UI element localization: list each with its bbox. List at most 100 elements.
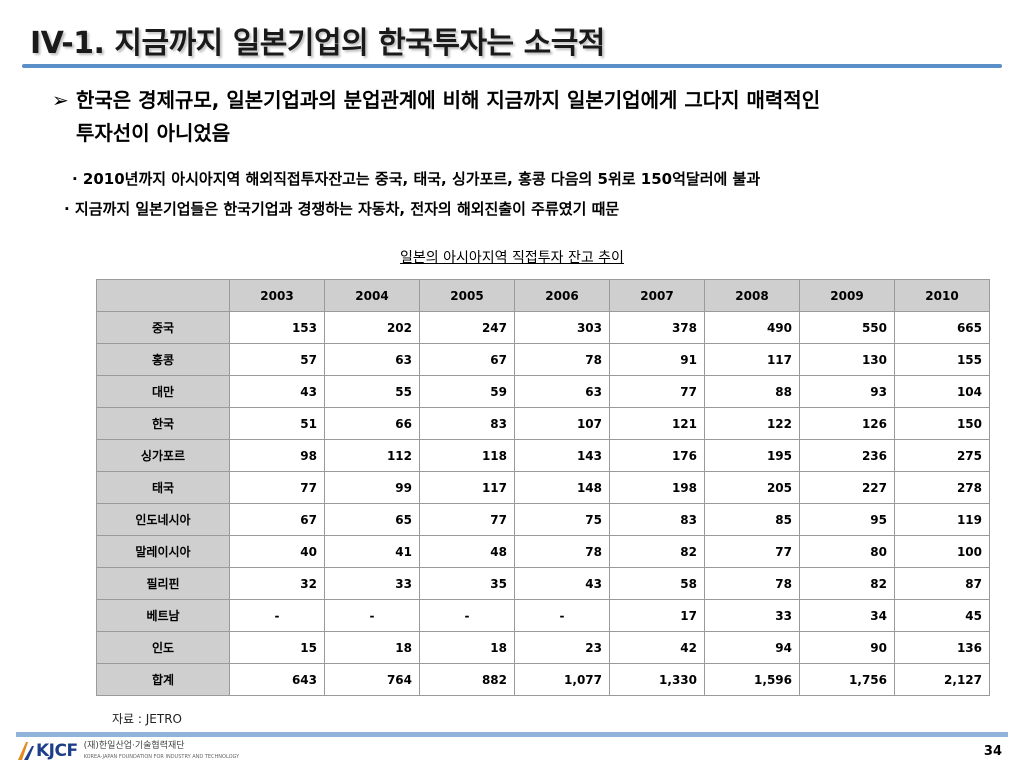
table-cell: 77 xyxy=(609,375,705,408)
table-cell: 490 xyxy=(704,311,800,344)
source-note: 자료 : JETRO xyxy=(112,712,182,726)
table-cell: 85 xyxy=(704,503,800,536)
table-cell: 118 xyxy=(419,439,515,472)
table-cell: 41 xyxy=(324,535,420,568)
table-cell: 33 xyxy=(704,599,800,632)
table-cell: 665 xyxy=(894,311,990,344)
main-bullet: ➢ 한국은 경제규모, 일본기업과의 분업관계에 비해 지금까지 일본기업에게 그… xyxy=(52,84,992,150)
table-cell: 58 xyxy=(609,567,705,600)
table-cell: 2,127 xyxy=(894,663,990,696)
table-cell: - xyxy=(324,599,420,632)
table-cell: 35 xyxy=(419,567,515,600)
table-cell: 23 xyxy=(514,631,610,664)
org-name-block: (재)한일산업·기술협력재단 KOREA-JAPAN FOUNDATION FO… xyxy=(84,741,240,762)
table-row: 인도네시아 67 65 77 75 83 85 95 119 xyxy=(96,503,990,536)
footer-rule xyxy=(16,732,1008,737)
table-cell: 227 xyxy=(799,471,895,504)
table-cell: 643 xyxy=(229,663,325,696)
table-row: 말레이시아 40 41 48 78 82 77 80 100 xyxy=(96,535,990,568)
table-cell: 117 xyxy=(419,471,515,504)
table-cell: 153 xyxy=(229,311,325,344)
kjcf-logo-icon xyxy=(18,742,34,760)
table-cell: 764 xyxy=(324,663,420,696)
table-cell: 67 xyxy=(229,503,325,536)
table-cell: 91 xyxy=(609,343,705,376)
table-cell: 126 xyxy=(799,407,895,440)
table-cell: 77 xyxy=(704,535,800,568)
table-cell: 15 xyxy=(229,631,325,664)
table-row: 대만 43 55 59 63 77 88 93 104 xyxy=(96,375,990,408)
table-row: 태국 77 99 117 148 198 205 227 278 xyxy=(96,471,990,504)
table-cell: 83 xyxy=(419,407,515,440)
year-header: 2007 xyxy=(609,279,705,312)
table-corner-cell xyxy=(96,279,230,312)
table-cell: 121 xyxy=(609,407,705,440)
year-header: 2010 xyxy=(894,279,990,312)
page-title: IV-1. 지금까지 일본기업의 한국투자는 소극적 xyxy=(30,26,605,61)
year-header: 2006 xyxy=(514,279,610,312)
logo-text: KJCF xyxy=(36,741,78,761)
table-cell: 117 xyxy=(704,343,800,376)
year-header: 2003 xyxy=(229,279,325,312)
row-label: 대만 xyxy=(96,375,230,408)
table-cell: 66 xyxy=(324,407,420,440)
table-row: 인도 15 18 18 23 42 94 90 136 xyxy=(96,631,990,664)
table-cell: 112 xyxy=(324,439,420,472)
table-row: 베트남 - - - -17 33 34 45 xyxy=(96,599,990,632)
year-header: 2008 xyxy=(704,279,800,312)
table-cell: 1,596 xyxy=(704,663,800,696)
table-cell: 83 xyxy=(609,503,705,536)
table-cell: 104 xyxy=(894,375,990,408)
table-body: 중국 153 202 247 303 378 490 550 665 홍콩 57 63 67 78 91 11… xyxy=(96,311,990,696)
table-cell: 236 xyxy=(799,439,895,472)
row-label: 한국 xyxy=(96,407,230,440)
table-cell: 57 xyxy=(229,343,325,376)
table-cell: 43 xyxy=(514,567,610,600)
table-row: 한국 51 66 83 107 121 122 126 150 xyxy=(96,407,990,440)
sub-item-1: · 2010년까지 아시아지역 해외직접투자잔고는 중국, 태국, 싱가포르, … xyxy=(72,170,761,188)
table-cell: 78 xyxy=(704,567,800,600)
table-cell: - xyxy=(229,599,325,632)
table-cell: - xyxy=(419,599,515,632)
table-cell: 63 xyxy=(514,375,610,408)
table-cell: 43 xyxy=(229,375,325,408)
table-cell: 550 xyxy=(799,311,895,344)
table-row: 홍콩 57 63 67 78 91 117 130 155 xyxy=(96,343,990,376)
table-cell: 90 xyxy=(799,631,895,664)
table-cell: 77 xyxy=(229,471,325,504)
table-cell: 33 xyxy=(324,567,420,600)
table-cell: 78 xyxy=(514,535,610,568)
bullet-line-1: 한국은 경제규모, 일본기업과의 분업관계에 비해 지금까지 일본기업에게 그다… xyxy=(76,88,821,112)
page-number: 34 xyxy=(983,744,1002,759)
table-cell: 40 xyxy=(229,535,325,568)
sub-item-2: · 지금까지 일본기업들은 한국기업과 경쟁하는 자동차, 전자의 해외진출이 … xyxy=(64,200,620,218)
table-cell: 82 xyxy=(799,567,895,600)
row-label: 말레이시아 xyxy=(96,535,230,568)
table-cell: 75 xyxy=(514,503,610,536)
table-cell: 82 xyxy=(609,535,705,568)
table-cell: 94 xyxy=(704,631,800,664)
table-cell: 80 xyxy=(799,535,895,568)
table-cell: 18 xyxy=(419,631,515,664)
row-label: 합계 xyxy=(96,663,230,696)
table-cell: 119 xyxy=(894,503,990,536)
table-header-row: 2003 2004 2005 2006 2007 2008 2009 2010 xyxy=(96,279,990,312)
row-label: 홍콩 xyxy=(96,343,230,376)
table-cell: 303 xyxy=(514,311,610,344)
table-row: 싱가포르 98 112 118 143 176 195 236 275 xyxy=(96,439,990,472)
bullet-line-2: 투자선이 아니었음 xyxy=(76,121,231,145)
table-cell: 882 xyxy=(419,663,515,696)
table-cell: 77 xyxy=(419,503,515,536)
table-cell: 34 xyxy=(799,599,895,632)
table-cell: 205 xyxy=(704,471,800,504)
table-cell: 1,077 xyxy=(514,663,610,696)
table-cell: 155 xyxy=(894,343,990,376)
table-cell: 18 xyxy=(324,631,420,664)
table-cell: 122 xyxy=(704,407,800,440)
table-cell: 48 xyxy=(419,535,515,568)
table-cell: 247 xyxy=(419,311,515,344)
table-cell: 88 xyxy=(704,375,800,408)
table-row: 필리핀 32 33 35 43 58 78 82 87 xyxy=(96,567,990,600)
table-cell: 17 xyxy=(609,599,705,632)
table-cell: 67 xyxy=(419,343,515,376)
